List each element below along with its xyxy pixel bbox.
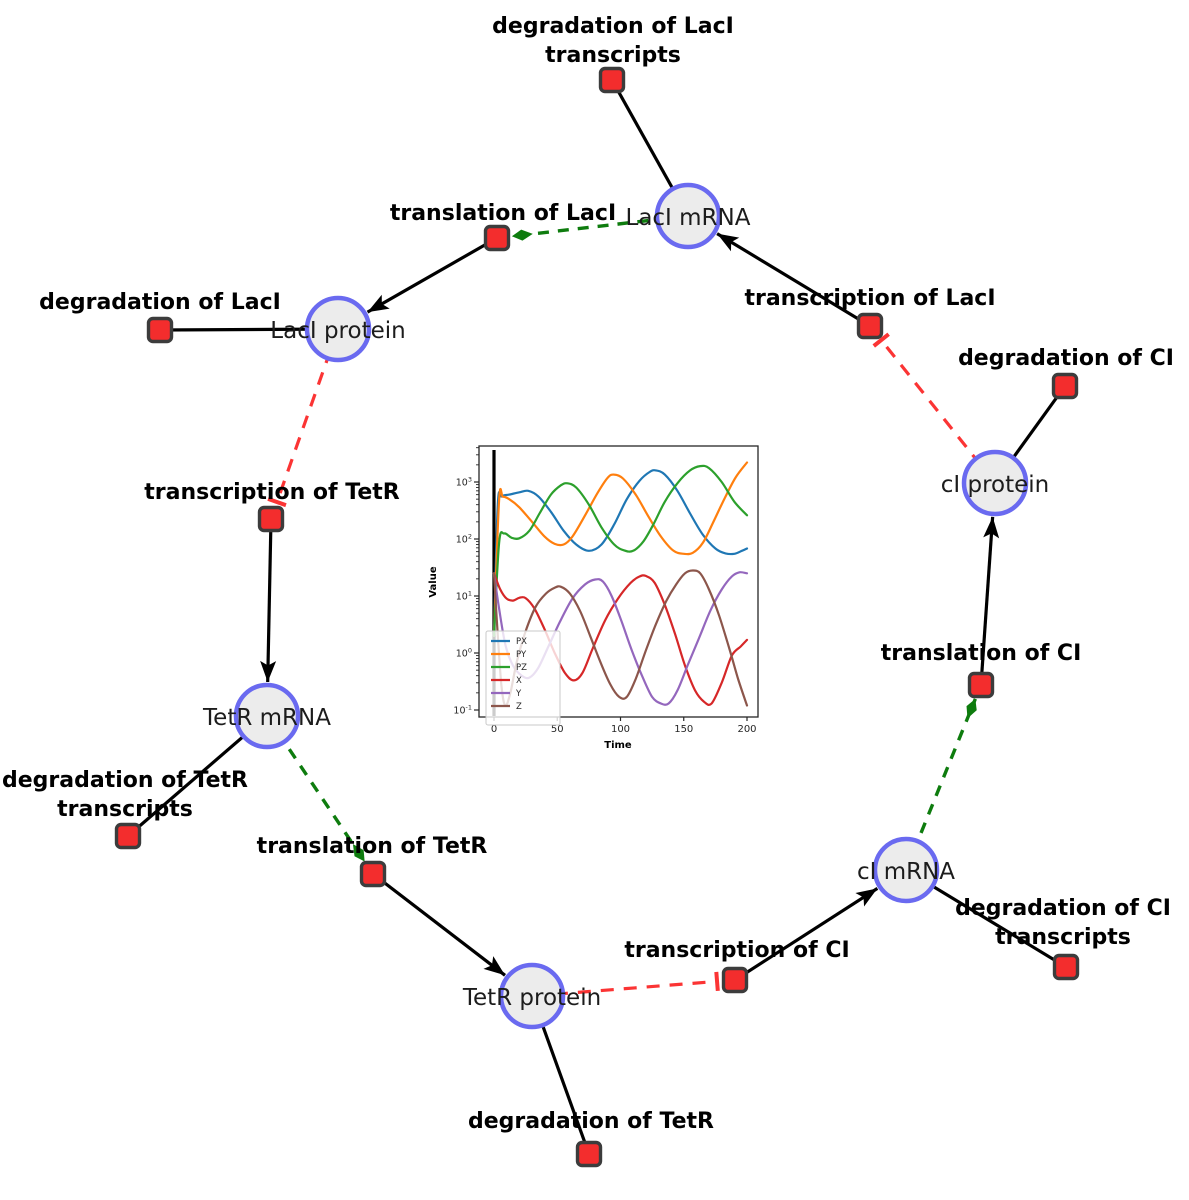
species-node-laci_mrna[interactable] — [654, 182, 722, 250]
legend-label-Z: Z — [516, 702, 522, 712]
species-label-tetr_mrna: TetR mRNA — [202, 705, 331, 731]
arrow-edge-tx_tetr-to-tetr_mrna — [260, 518, 277, 683]
reaction-node-tl_tetr[interactable] — [359, 860, 387, 888]
x-tick-label: 0 — [491, 724, 497, 735]
reaction-node-deg_tetr_tx[interactable] — [114, 822, 142, 850]
arrow-edge-tx_ci-to-ci_mrna — [734, 887, 879, 982]
x-tick-label: 200 — [737, 724, 756, 735]
legend-label-Y: Y — [515, 689, 522, 699]
arrow-edge-tl_laci-to-laci_protein — [366, 236, 498, 314]
species-label-ci_protein: cI protein — [941, 472, 1050, 498]
reaction-node-deg_ci_tx[interactable] — [1052, 953, 1080, 981]
species-node-tetr_protein[interactable] — [498, 962, 566, 1030]
chart-inset: 0 50 100 150 20010-1100101102103TimeValuePXP… — [428, 445, 759, 751]
reaction-label-deg_tetr: degradation of TetR — [468, 1109, 714, 1134]
species-node-laci_protein[interactable] — [304, 295, 372, 363]
reaction-node-deg_laci_tx[interactable] — [598, 66, 626, 94]
species-node-tetr_mrna[interactable] — [233, 682, 301, 750]
labels-layer: degradation of LacI transcripts translatio… — [2, 14, 1174, 1134]
species-node-ci_mrna[interactable] — [872, 836, 940, 904]
y-tick-label: 100 — [456, 647, 472, 660]
reaction-label-tl_laci: translation of LacI — [390, 201, 616, 226]
legend-label-PX: PX — [516, 637, 527, 647]
reaction-label-tl_tetr: translation of TetR — [257, 834, 488, 859]
legend-label-X: X — [516, 676, 522, 686]
x-tick-label: 50 — [551, 724, 564, 735]
reaction-node-tl_ci[interactable] — [967, 671, 995, 699]
reaction-label-deg_laci: degradation of LacI — [39, 290, 281, 315]
y-tick-label: 102 — [456, 533, 472, 546]
reaction-label-tx_tetr: transcription of TetR — [144, 480, 400, 505]
reaction-label-tx_laci: transcription of LacI — [744, 286, 995, 311]
arrow-edge-tl_tetr-to-tetr_protein — [372, 872, 506, 977]
y-axis-label: Value — [428, 566, 439, 597]
chart-legend: PX PY PZ XYZ — [485, 630, 561, 726]
reaction-label-tl_ci: translation of CI — [881, 641, 1082, 666]
species-label-tetr_protein: TetR protein — [462, 985, 601, 1011]
chart-series-PZ — [492, 464, 749, 637]
arrow-edge-tl_ci-to-ci_protein — [979, 516, 1000, 686]
reaction-label-deg_tetr_tx: degradation of TetR transcripts — [2, 768, 248, 822]
reaction-node-tx_laci[interactable] — [856, 312, 884, 340]
reaction-node-deg_ci[interactable] — [1051, 372, 1079, 400]
reaction-label-deg_laci_tx: degradation of LacI transcripts — [492, 14, 734, 68]
arrow-edge-tx_laci-to-laci_mrna — [716, 232, 871, 328]
legend-label-PZ: PZ — [516, 663, 527, 673]
y-tick-label: 103 — [456, 476, 472, 489]
x-tick-label: 150 — [674, 724, 693, 735]
reaction-node-tx_ci[interactable] — [721, 966, 749, 994]
species-label-laci_mrna: LacI mRNA — [626, 205, 751, 231]
reaction-node-deg_tetr[interactable] — [575, 1140, 603, 1168]
x-axis-label: Time — [604, 740, 632, 751]
reaction-node-deg_laci[interactable] — [146, 316, 174, 344]
reaction-label-deg_ci_tx: degradation of CI transcripts — [955, 896, 1171, 950]
chart-series-X — [492, 572, 749, 706]
reaction-node-tl_laci[interactable] — [483, 224, 511, 252]
legend-label-PY: PY — [516, 650, 527, 660]
nodes-layer — [114, 66, 1080, 1168]
chart-series-PX — [492, 469, 749, 637]
y-tick-label: 101 — [456, 590, 472, 603]
species-label-ci_mrna: cI mRNA — [857, 859, 955, 885]
reaction-label-deg_ci: degradation of CI — [958, 346, 1174, 371]
chart-frame — [478, 445, 759, 718]
x-tick-label: 100 — [611, 724, 630, 735]
reaction-label-tx_ci: transcription of CI — [624, 938, 849, 963]
chart-series-PY — [492, 461, 749, 637]
y-tick-label: 10-1 — [453, 704, 472, 717]
reaction-node-tx_tetr[interactable] — [257, 505, 285, 533]
species-node-ci_protein[interactable] — [961, 449, 1029, 517]
species-label-laci_protein: LacI protein — [270, 318, 405, 344]
